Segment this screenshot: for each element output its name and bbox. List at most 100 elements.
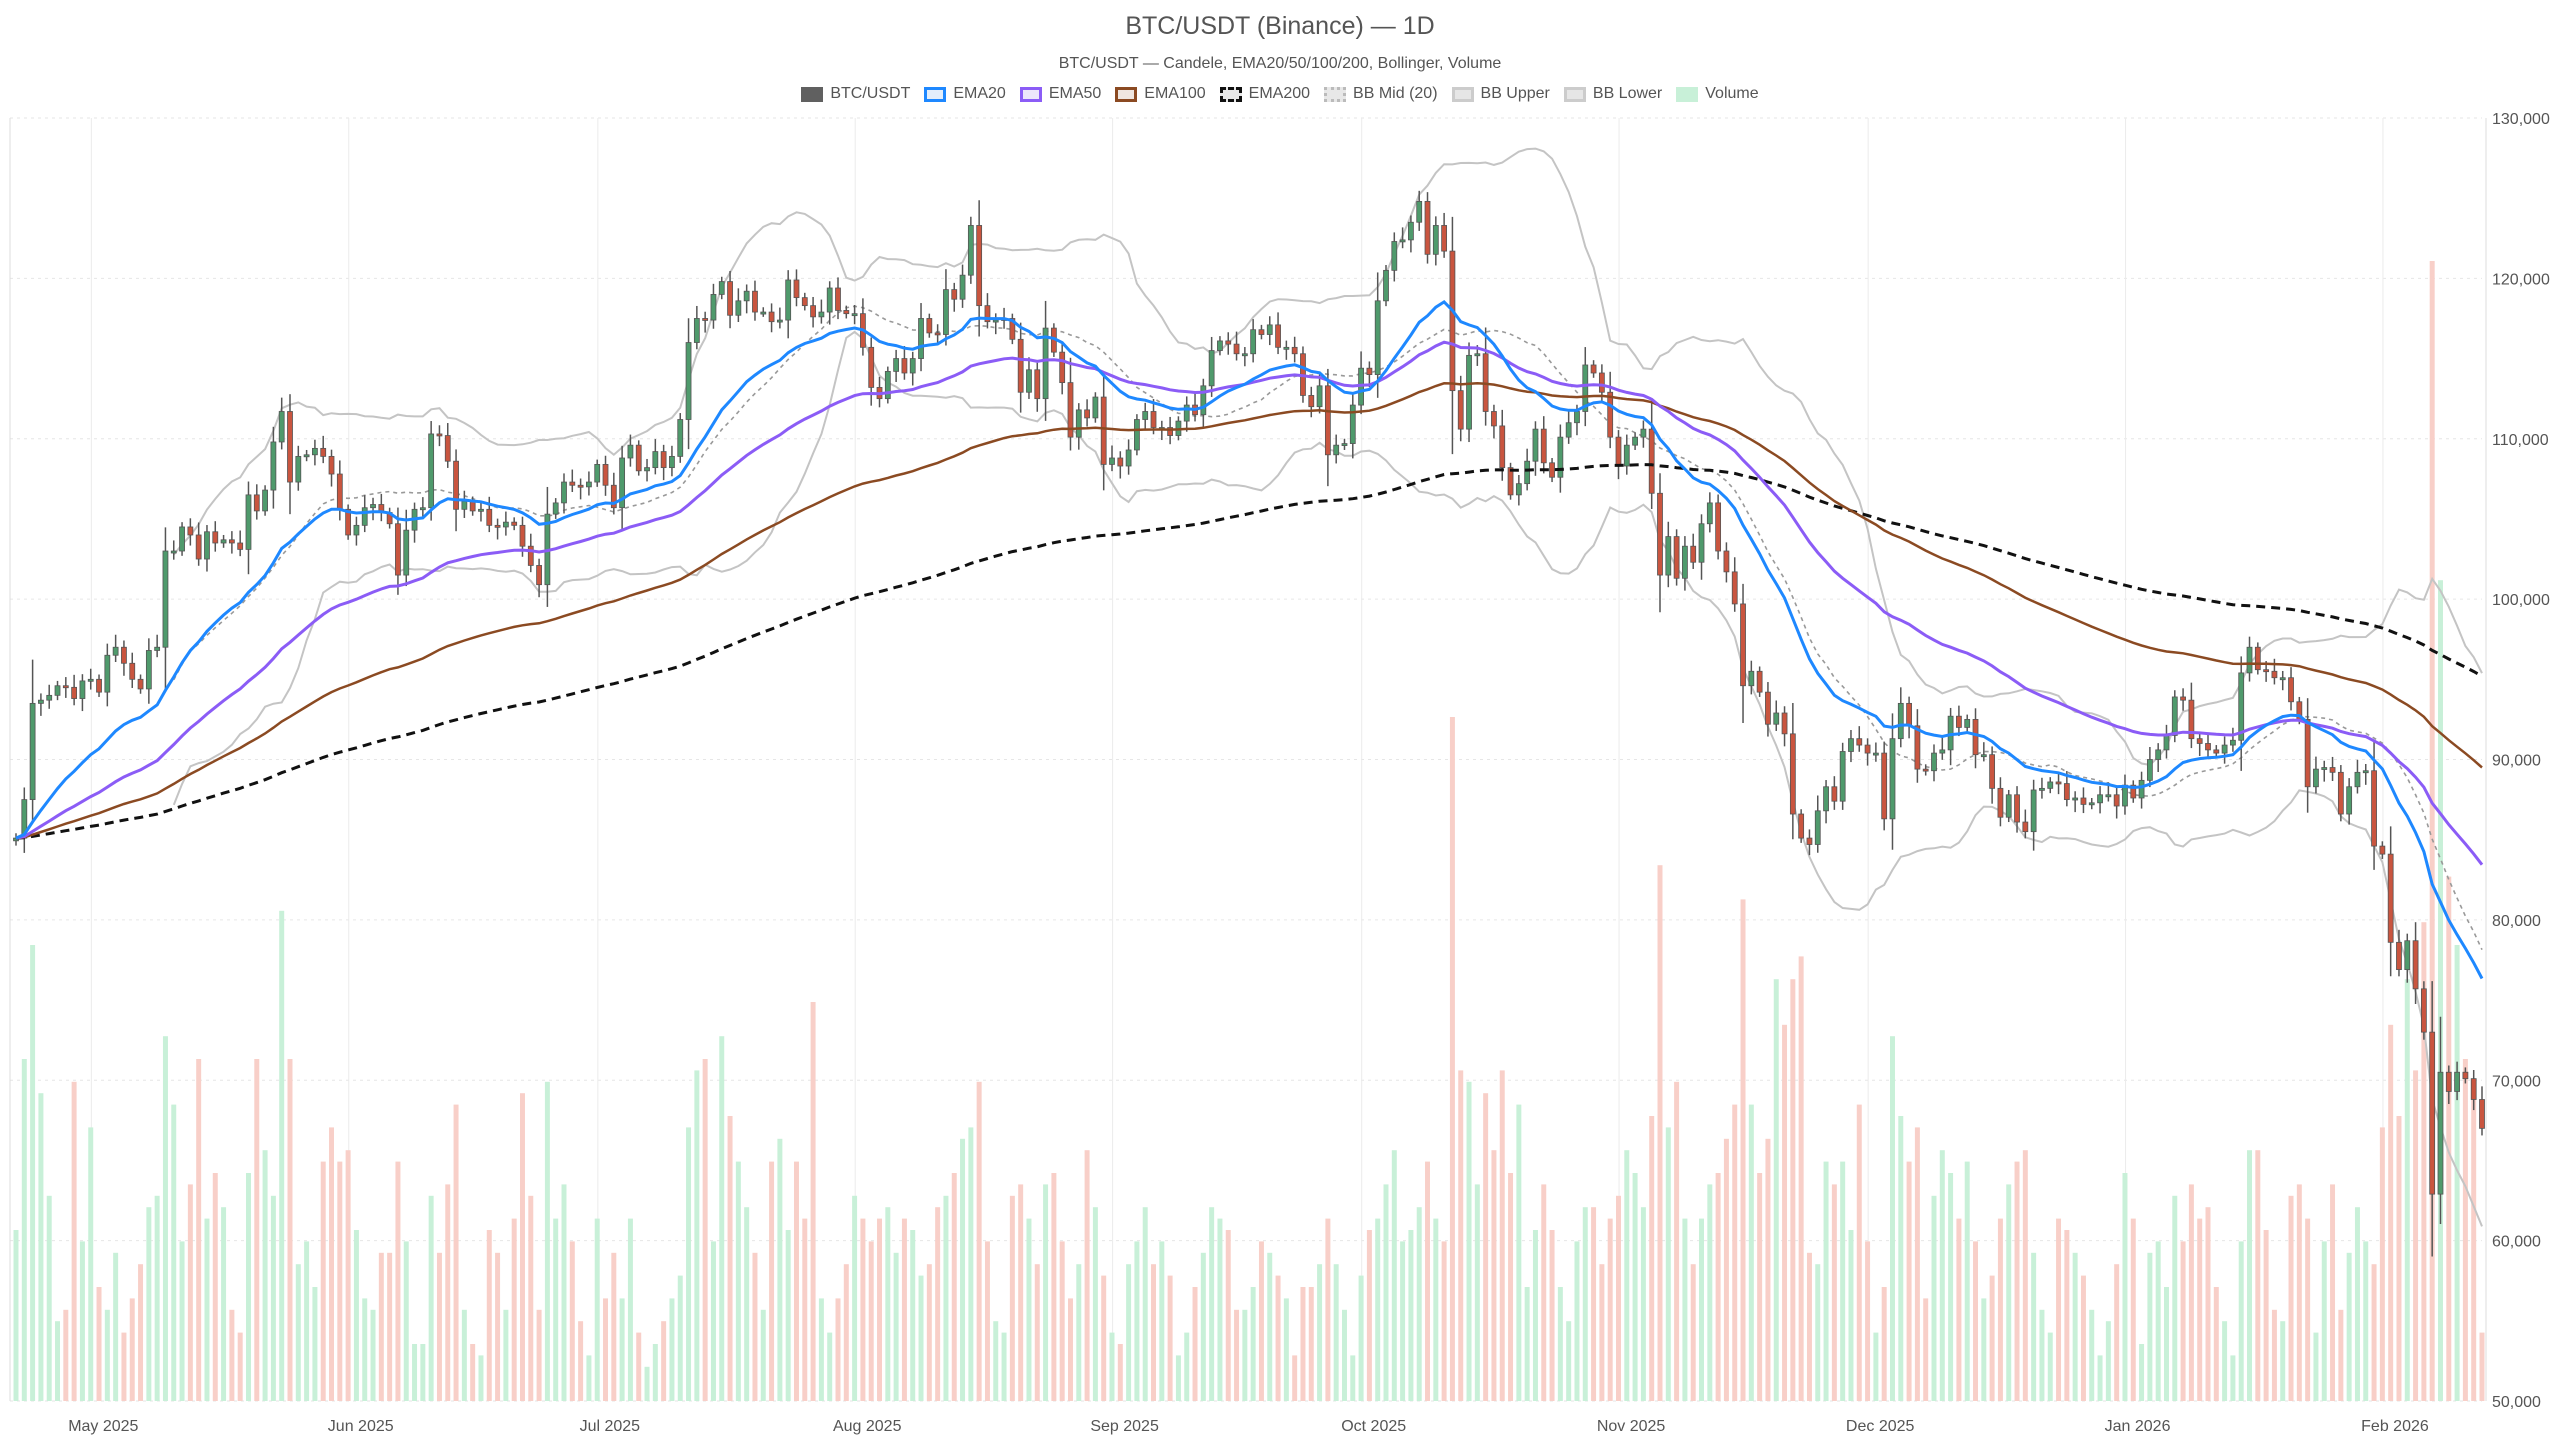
legend-item[interactable]: EMA200 (1219, 85, 1310, 103)
candle-body (295, 455, 302, 483)
candle-body (1740, 603, 1746, 687)
candle-body (2246, 646, 2253, 674)
candle-body (552, 502, 559, 515)
volume-bar (760, 1309, 766, 1401)
candle-body (901, 358, 908, 374)
volume-bar (486, 1230, 492, 1401)
volume-bar (221, 1207, 227, 1401)
volume-bar (627, 1218, 633, 1401)
x-tick-label: Nov 2025 (1597, 1418, 1666, 1435)
candle-body (187, 526, 194, 536)
candle-body (2313, 768, 2319, 788)
candle-body (1349, 404, 1356, 444)
candle-body (2055, 781, 2062, 785)
volume-bar (2080, 1275, 2086, 1401)
candle-body (1291, 346, 1298, 355)
candle-body (1308, 395, 1315, 408)
candle-body (1814, 810, 1821, 845)
candle-body (2321, 767, 2328, 770)
volume-bar (1043, 1184, 1049, 1401)
candle-body (312, 447, 318, 456)
candle-body (669, 455, 675, 469)
volume-bar (1931, 1195, 1937, 1401)
candle-body (2122, 784, 2128, 807)
candle-body (1798, 813, 1805, 839)
volume-bar (1300, 1287, 1306, 1401)
candle-body (1432, 225, 1439, 255)
candle-body (179, 526, 185, 552)
volume-bar (561, 1184, 567, 1401)
candle-body (287, 411, 293, 483)
volume-bar (1823, 1161, 1829, 1401)
legend-swatch (1451, 86, 1474, 102)
candle-body (1117, 457, 1124, 467)
candle-body (154, 646, 161, 651)
volume-bar (2163, 1287, 2169, 1401)
candle-body (2005, 794, 2012, 818)
volume-bar (428, 1195, 434, 1401)
volume-bar (519, 1093, 525, 1401)
volume-bar (1449, 717, 1455, 1401)
candle-body (2138, 779, 2145, 799)
legend-item[interactable]: BB Upper (1451, 85, 1550, 103)
volume-bar (2238, 1241, 2244, 1401)
volume-bar (63, 1309, 69, 1401)
volume-bar (1973, 1241, 1979, 1401)
volume-bar (1483, 1093, 1489, 1401)
volume-bar (2305, 1218, 2311, 1401)
legend-item[interactable]: BTC/USDT (801, 85, 910, 103)
candle-body (2171, 696, 2178, 736)
volume-bar (2280, 1321, 2286, 1401)
volume-bar (1532, 1230, 1538, 1401)
volume-bar (877, 1218, 883, 1401)
volume-bar (1283, 1298, 1289, 1401)
volume-bar (2064, 1230, 2070, 1401)
candle-body (336, 473, 343, 510)
legend-item[interactable]: EMA20 (924, 85, 1006, 103)
candle-body (586, 481, 592, 488)
volume-bar (2296, 1184, 2302, 1401)
candle-body (1540, 428, 1547, 464)
candle-body (2404, 940, 2411, 970)
candle-body (1225, 340, 1232, 345)
candle-body (1997, 787, 2004, 818)
volume-bar (1699, 1218, 1705, 1401)
candle-body (677, 419, 684, 457)
volume-bar (1757, 1173, 1763, 1401)
volume-bar (279, 910, 285, 1401)
candle-body (1026, 369, 1032, 393)
candle-body (2437, 1071, 2444, 1195)
candle-body (1623, 444, 1630, 467)
y-tick-label: 70,000 (2492, 1073, 2541, 1090)
candle-body (1399, 239, 1406, 243)
volume-bar (802, 1218, 808, 1401)
volume-bar (237, 1332, 243, 1401)
volume-bar (1607, 1218, 1613, 1401)
legend-item[interactable]: BB Mid (20) (1324, 85, 1438, 103)
candle-body (1964, 719, 1971, 728)
volume-bar (2263, 1230, 2269, 1401)
candle-body (1424, 200, 1431, 255)
candle-body (270, 441, 277, 491)
volume-bar (1350, 1355, 1356, 1401)
candle-body (1167, 427, 1174, 436)
volume-bar (935, 1207, 941, 1401)
legend-item[interactable]: EMA100 (1115, 85, 1206, 103)
candle-body (403, 529, 410, 576)
candle-body (2039, 787, 2045, 791)
volume-bar (420, 1344, 426, 1401)
legend-item[interactable]: BB Lower (1563, 85, 1662, 103)
candle-body (1449, 250, 1456, 392)
legend-item[interactable]: Volume (1676, 85, 1759, 103)
candle-body (594, 464, 601, 483)
volume-bar (503, 1309, 509, 1401)
candle-body (2163, 735, 2170, 751)
volume-bar (1267, 1252, 1273, 1401)
candle-body (1906, 702, 1912, 727)
candle-body (502, 521, 509, 528)
candle-body (1549, 462, 1555, 478)
candle-body (345, 508, 352, 536)
legend-item[interactable]: EMA50 (1019, 85, 1101, 103)
volume-bar (2197, 1218, 2203, 1401)
y-tick-label: 50,000 (2492, 1394, 2541, 1411)
